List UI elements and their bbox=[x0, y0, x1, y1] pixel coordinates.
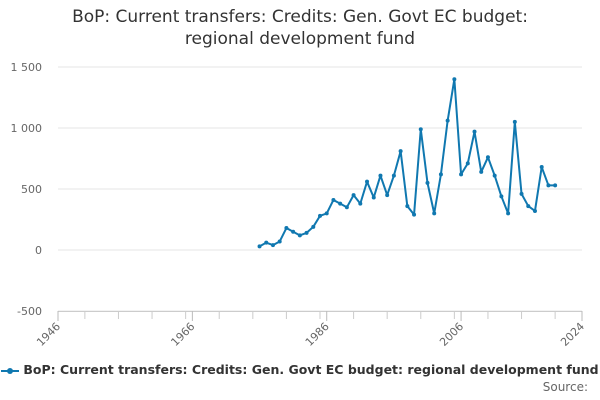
x-tick-label: 2006 bbox=[437, 320, 466, 349]
data-point bbox=[459, 172, 464, 177]
data-point bbox=[512, 119, 517, 124]
y-tick-label: 1 000 bbox=[11, 122, 43, 135]
data-point bbox=[452, 77, 457, 82]
data-point bbox=[284, 226, 289, 231]
data-point bbox=[438, 172, 443, 177]
data-point bbox=[492, 173, 497, 178]
legend-line-marker-icon bbox=[1, 366, 20, 376]
data-point bbox=[445, 118, 450, 123]
data-point bbox=[425, 180, 430, 185]
data-point bbox=[291, 229, 296, 234]
chart-title: BoP: Current transfers: Credits: Gen. Go… bbox=[0, 6, 600, 50]
data-point bbox=[391, 173, 396, 178]
data-point bbox=[385, 193, 390, 198]
legend[interactable]: BoP: Current transfers: Credits: Gen. Go… bbox=[0, 362, 600, 377]
data-point bbox=[546, 183, 551, 188]
data-point bbox=[485, 155, 490, 160]
data-point bbox=[532, 208, 537, 213]
chart-title-line-2: regional development fund bbox=[184, 29, 416, 49]
data-point bbox=[351, 193, 356, 198]
data-point bbox=[418, 127, 423, 132]
data-point bbox=[465, 161, 470, 166]
data-point bbox=[553, 183, 558, 188]
data-point bbox=[378, 173, 383, 178]
data-point bbox=[277, 239, 282, 244]
data-point bbox=[331, 197, 336, 202]
data-point bbox=[358, 201, 363, 206]
data-point bbox=[311, 224, 316, 229]
y-tick-label: 500 bbox=[21, 183, 42, 196]
x-tick-label: 1946 bbox=[34, 320, 63, 349]
data-point bbox=[324, 211, 329, 216]
series-line bbox=[259, 78, 556, 248]
data-point bbox=[506, 211, 511, 216]
data-point bbox=[539, 165, 544, 170]
y-tick-label: 0 bbox=[35, 244, 42, 257]
data-point bbox=[297, 233, 302, 238]
data-point bbox=[519, 191, 524, 196]
chart-title-line-1: BoP: Current transfers: Credits: Gen. Go… bbox=[72, 7, 528, 27]
data-point bbox=[499, 194, 504, 199]
data-point bbox=[270, 243, 275, 248]
data-point bbox=[398, 149, 403, 154]
y-tick-label: 1 500 bbox=[11, 61, 43, 74]
data-point bbox=[371, 195, 376, 200]
legend-label: BoP: Current transfers: Credits: Gen. Go… bbox=[23, 362, 599, 377]
data-point bbox=[526, 204, 531, 209]
data-point bbox=[264, 240, 269, 245]
data-point bbox=[344, 205, 349, 210]
x-tick-label: 2024 bbox=[558, 320, 587, 349]
data-point bbox=[479, 169, 484, 174]
data-point bbox=[412, 212, 417, 217]
data-point bbox=[365, 179, 370, 184]
y-tick-label: -500 bbox=[17, 305, 42, 318]
source-label: Source: bbox=[542, 380, 588, 394]
data-point bbox=[405, 204, 410, 209]
data-point bbox=[318, 213, 322, 218]
data-point bbox=[304, 230, 309, 235]
data-point bbox=[432, 211, 437, 216]
x-tick-label: 1966 bbox=[168, 320, 197, 349]
data-point bbox=[257, 244, 262, 249]
x-tick-label: 1986 bbox=[303, 320, 332, 349]
data-point bbox=[472, 129, 477, 134]
data-point bbox=[338, 201, 343, 206]
